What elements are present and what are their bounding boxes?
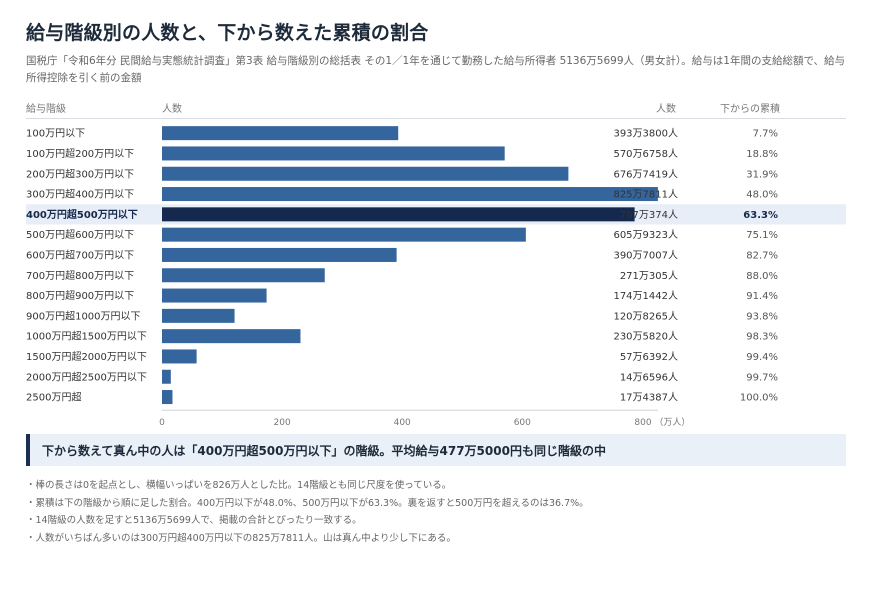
count-label: 230万5820人: [613, 331, 678, 343]
cumulative-label: 91.4%: [746, 291, 778, 302]
count-label: 271万305人: [620, 270, 678, 282]
category-label: 1000万円超1500万円以下: [26, 330, 147, 343]
category-label: 400万円超500万円以下: [26, 208, 138, 221]
category-label: 700万円超800万円以下: [26, 269, 134, 282]
category-label: 600万円超700万円以下: [26, 248, 134, 261]
cumulative-label: 48.0%: [746, 190, 778, 201]
count-label: 393万3800人: [613, 128, 678, 140]
count-label: 787万374人: [620, 209, 678, 221]
category-label: 900万円超1000万円以下: [26, 309, 141, 322]
count-label: 825万7811人: [613, 189, 678, 201]
note-1: ・棒の長さは0を起点とし、横幅いっぱいを826万人とした比。14階級とも同じ尺度…: [26, 480, 452, 491]
note-3: ・14階級の人数を足すと5136万5699人で、掲載の合計とぴったり一致する。: [26, 515, 362, 526]
bar: [162, 329, 301, 344]
bar: [162, 187, 658, 202]
category-label: 100万円超200万円以下: [26, 147, 134, 160]
x-tick-label: 200: [274, 418, 291, 428]
header-divider: [26, 118, 846, 119]
category-label: 500万円超600万円以下: [26, 228, 134, 241]
category-label: 200万円超300万円以下: [26, 167, 134, 180]
count-label: 14万6596人: [620, 371, 678, 383]
category-label: 800万円超900万円以下: [26, 289, 134, 302]
bar: [162, 146, 505, 161]
note-4: ・人数がいちばん多いのは300万円超400万円以下の825万7811人。山は真ん…: [26, 532, 456, 544]
count-label: 57万6392人: [620, 351, 678, 363]
cumulative-label: 18.8%: [746, 149, 778, 160]
cumulative-label: 88.0%: [746, 271, 778, 282]
bar: [162, 166, 569, 181]
count-label: 174万1442人: [613, 290, 678, 302]
cumulative-label: 31.9%: [746, 169, 778, 180]
bar: [162, 126, 399, 141]
cumulative-label: 93.8%: [746, 311, 778, 322]
bar: [162, 268, 325, 283]
cumulative-label: 7.7%: [753, 129, 778, 140]
category-label: 2000万円超2500万円以下: [26, 370, 147, 383]
count-label: 570万6758人: [613, 148, 678, 160]
callout-text: 下から数えて真ん中の人は「400万円超500万円以下」の階級。平均給与477万5…: [42, 444, 606, 458]
bar: [162, 227, 526, 242]
subtitle: 国税庁「令和6年分 民間給与実態統計調査」第3表 給与階級別の総括表 その1／1…: [26, 55, 846, 84]
category-label: 100万円以下: [26, 129, 85, 140]
x-tick-label: 800 （万人）: [634, 417, 690, 428]
cumulative-label: 100.0%: [740, 393, 778, 404]
header-count: 人数: [656, 104, 676, 115]
header-bracket: 給与階級: [26, 104, 66, 115]
category-label: 2500万円超: [26, 391, 81, 404]
bar: [162, 390, 173, 405]
note-2: ・累積は下の階級から順に足した割合。400万円以下が48.0%、500万円以下が…: [26, 497, 589, 509]
cumulative-label: 75.1%: [746, 230, 778, 241]
x-tick-label: 400: [394, 418, 411, 428]
bar: [162, 247, 397, 262]
bar: [162, 308, 235, 323]
count-label: 120万8265人: [613, 310, 678, 322]
bar: [162, 349, 197, 364]
count-label: 676万7419人: [613, 168, 678, 180]
bar: [162, 288, 267, 303]
bar-chart: 100万円以下 393万3800人 7.7% 100万円超200万円以下 570万675…: [26, 126, 846, 428]
count-label: 390万7007人: [613, 249, 678, 261]
cumulative-label: 98.3%: [746, 332, 778, 343]
header-cumulative: 下からの累積: [720, 104, 780, 115]
count-label: 605万9323人: [613, 229, 678, 241]
cumulative-label: 99.4%: [746, 352, 778, 363]
page-title: 給与階級別の人数と、下から数えた累積の割合: [26, 22, 429, 44]
category-label: 1500万円超2000万円以下: [26, 350, 147, 363]
bar: [162, 207, 635, 222]
bar: [162, 369, 171, 384]
cumulative-label: 82.7%: [746, 250, 778, 261]
cumulative-label: 99.7%: [746, 372, 778, 383]
x-tick-label: 600: [514, 418, 531, 428]
header-bar: 人数: [162, 104, 182, 115]
callout-box: 下から数えて真ん中の人は「400万円超500万円以下」の階級。平均給与477万5…: [26, 434, 846, 466]
cumulative-label: 63.3%: [743, 210, 778, 221]
count-label: 17万4387人: [620, 392, 678, 404]
notes: ・棒の長さは0を起点とし、横幅いっぱいを826万人とした比。14階級とも同じ尺度…: [26, 477, 846, 547]
x-tick-label: 0: [159, 418, 165, 428]
category-label: 300万円超400万円以下: [26, 188, 134, 201]
